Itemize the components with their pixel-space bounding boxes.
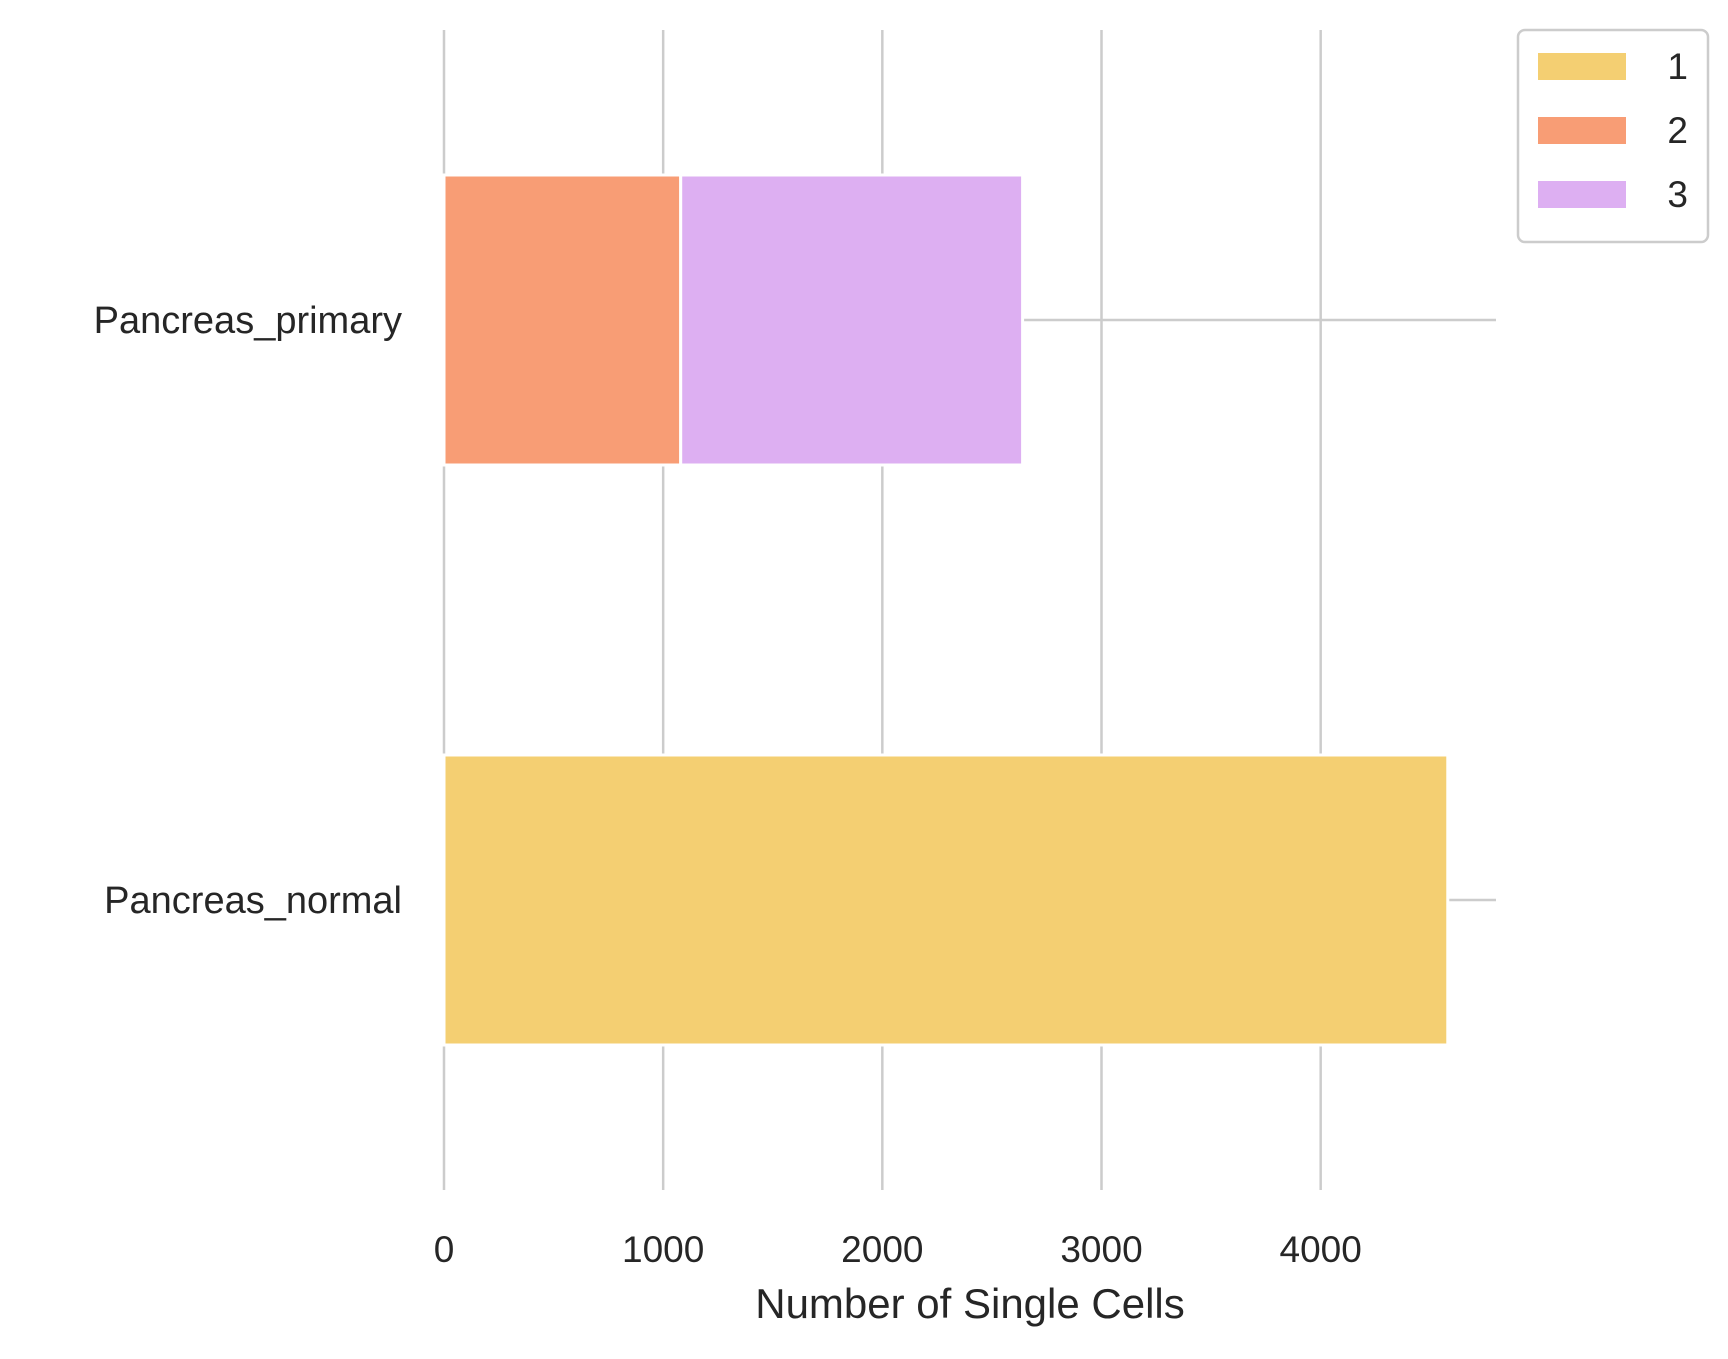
x-tick-label: 1000 <box>622 1229 704 1270</box>
x-tick-label: 3000 <box>1060 1229 1142 1270</box>
x-tick-labels: 0 1000 2000 3000 4000 <box>434 1229 1362 1270</box>
y-tick-label: Pancreas_primary <box>94 300 402 342</box>
bars <box>442 173 1450 1047</box>
x-tick-label: 4000 <box>1280 1229 1362 1270</box>
legend-swatch <box>1538 117 1626 144</box>
legend-label: 2 <box>1667 110 1688 151</box>
x-axis-title: Number of Single Cells <box>755 1280 1185 1327</box>
y-tick-label: Pancreas_normal <box>104 880 402 922</box>
bar-Pancreas_primary-series-2 <box>442 173 683 467</box>
legend: 1 2 3 <box>1516 28 1710 244</box>
legend-swatch <box>1538 181 1626 208</box>
y-tick-labels: Pancreas_primary Pancreas_normal <box>94 300 402 922</box>
legend-items: 1 2 3 <box>1538 46 1688 215</box>
legend-label: 3 <box>1667 174 1688 215</box>
legend-label: 1 <box>1667 46 1688 87</box>
bar-Pancreas_primary-series-3 <box>679 173 1025 467</box>
x-tick-label: 2000 <box>841 1229 923 1270</box>
bar-Pancreas_normal-series-1 <box>442 753 1450 1047</box>
legend-swatch <box>1538 53 1626 80</box>
x-tick-label: 0 <box>434 1229 455 1270</box>
